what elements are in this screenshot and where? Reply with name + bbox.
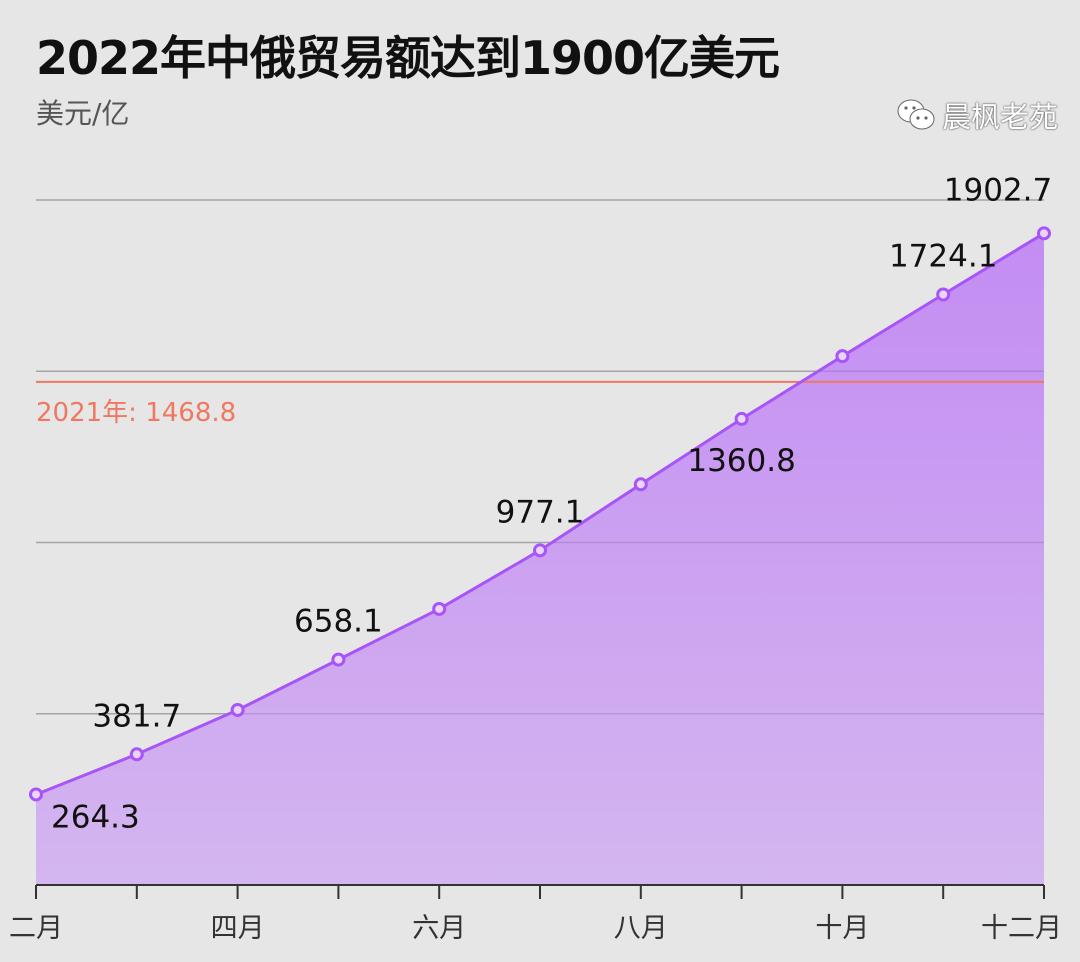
- data-label: 977.1: [496, 494, 585, 530]
- chart-title: 2022年中俄贸易额达到1900亿美元: [36, 31, 780, 85]
- data-point: [230, 702, 245, 717]
- x-tick-label: 四月: [211, 913, 265, 944]
- wechat-icon: [897, 99, 935, 130]
- data-label: 1360.8: [687, 443, 795, 479]
- y-unit-label: 美元/亿: [36, 97, 130, 130]
- data-label: 381.7: [92, 698, 181, 734]
- data-label: 264.3: [51, 799, 140, 835]
- reference-line-label: 2021年: 1468.8: [36, 398, 236, 428]
- data-point: [533, 543, 547, 558]
- watermark-text: 晨枫老苑: [941, 100, 1058, 134]
- x-tick-label: 八月: [614, 913, 668, 944]
- data-point: [835, 349, 850, 364]
- x-tick-label: 二月: [9, 913, 63, 944]
- data-point: [432, 601, 447, 616]
- data-point: [331, 652, 346, 667]
- x-tick-label: 十二月: [981, 913, 1062, 944]
- watermark: 晨枫老苑: [896, 94, 1058, 136]
- x-tick-label: 十月: [815, 913, 869, 944]
- data-label: 1724.1: [889, 238, 997, 274]
- data-point: [1037, 226, 1051, 241]
- x-tick-label: 六月: [412, 913, 466, 944]
- data-label: 658.1: [294, 604, 383, 640]
- area-fill: [36, 233, 1044, 885]
- data-point: [936, 287, 951, 302]
- data-point: [29, 787, 43, 802]
- data-point: [734, 411, 749, 426]
- data-label: 1902.7: [944, 172, 1052, 208]
- data-point: [129, 747, 144, 762]
- data-point: [633, 477, 648, 492]
